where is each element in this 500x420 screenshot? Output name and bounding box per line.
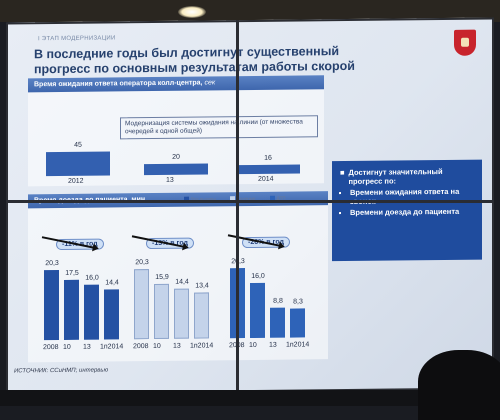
arrival-tick-0-0: 2008 bbox=[43, 344, 59, 352]
room-floor bbox=[0, 390, 500, 406]
arrival-value-1-0: 20,3 bbox=[135, 259, 149, 267]
arrival-tick-1-2: 13 bbox=[173, 342, 181, 350]
wait-bar-0 bbox=[46, 151, 110, 177]
arrival-tick-2-2: 13 bbox=[269, 341, 277, 349]
wait-bar-2 bbox=[236, 164, 300, 175]
source-note: ИСТОЧНИК: ССиНМП; интервью bbox=[14, 367, 109, 375]
arrival-value-0-3: 14,4 bbox=[105, 279, 119, 287]
wait-bar-1 bbox=[144, 163, 208, 176]
wait-time-unit: сек bbox=[204, 79, 216, 87]
arrival-tick-2-3: 1п2014 bbox=[286, 341, 310, 349]
modernization-note: Модернизация системы ожидания на линии (… bbox=[120, 115, 318, 140]
arrival-bar-0-2 bbox=[84, 284, 99, 340]
ceiling-light bbox=[178, 6, 206, 18]
arrival-bar-0-0 bbox=[44, 270, 59, 341]
screen-bezel-horizontal bbox=[6, 200, 494, 203]
arrival-value-2-1: 16,0 bbox=[251, 272, 265, 280]
room-ceiling bbox=[0, 0, 500, 22]
wait-tick-0: 2012 bbox=[68, 177, 84, 185]
wait-time-panel: Время ожидания ответа оператора колл-цен… bbox=[28, 75, 324, 187]
wait-tick-1: 13 bbox=[166, 176, 174, 184]
arrival-value-1-3: 13,4 bbox=[195, 282, 209, 290]
arrival-tick-1-0: 2008 bbox=[133, 343, 149, 351]
wait-value-1: 20 bbox=[172, 154, 180, 162]
progress-callout: ■ Достигнут значительный прогресс по: Вр… bbox=[332, 159, 482, 262]
presentation-screen: I ЭТАП МОДЕРНИЗАЦИИ В последние годы был… bbox=[6, 17, 494, 395]
arrival-tick-1-1: 10 bbox=[153, 342, 161, 351]
arrival-tick-0-2: 13 bbox=[83, 343, 91, 351]
arrival-bar-0-3 bbox=[104, 289, 119, 340]
arrival-bar-1-3 bbox=[194, 292, 209, 339]
callout-item-call-wait: Времени ожидания ответа на звонок bbox=[350, 187, 474, 206]
moscow-coat-of-arms-icon bbox=[454, 29, 476, 56]
arrival-tick-0-1: 10 bbox=[63, 343, 71, 351]
arrival-value-2-3: 8,3 bbox=[293, 298, 303, 306]
arrival-tick-1-3: 1п2014 bbox=[190, 342, 214, 350]
arrival-time-panel: Время доезда до пациента, мин. Все вызов… bbox=[28, 191, 328, 363]
stage-label: I ЭТАП МОДЕРНИЗАЦИИ bbox=[38, 35, 116, 43]
arrival-bar-1-1 bbox=[154, 284, 169, 339]
arrival-bar-1-2 bbox=[174, 288, 189, 339]
arrival-bar-2-2 bbox=[270, 307, 285, 338]
arrival-tick-0-3: 1п2014 bbox=[100, 343, 124, 351]
arrival-bar-2-3 bbox=[290, 308, 305, 338]
wait-time-header: Время ожидания ответа оператора колл-цен… bbox=[28, 75, 324, 93]
wait-tick-2: 2014 bbox=[258, 175, 274, 183]
screen-bezel-vertical bbox=[236, 20, 239, 392]
arrival-value-0-0: 20,3 bbox=[45, 260, 59, 268]
wait-value-0: 45 bbox=[74, 141, 82, 149]
callout-heading: ■ Достигнут значительный прогресс по: bbox=[340, 166, 443, 186]
wait-value-2: 16 bbox=[264, 155, 272, 163]
wait-time-title: Время ожидания ответа оператора колл-цен… bbox=[34, 79, 203, 89]
arrival-bar-0-1 bbox=[64, 279, 79, 340]
arrival-tick-2-1: 10 bbox=[249, 341, 257, 350]
audience-head bbox=[418, 350, 500, 420]
arrival-bar-2-1 bbox=[250, 282, 265, 338]
callout-item-arrival: Времени доезда до пациента bbox=[350, 207, 474, 217]
